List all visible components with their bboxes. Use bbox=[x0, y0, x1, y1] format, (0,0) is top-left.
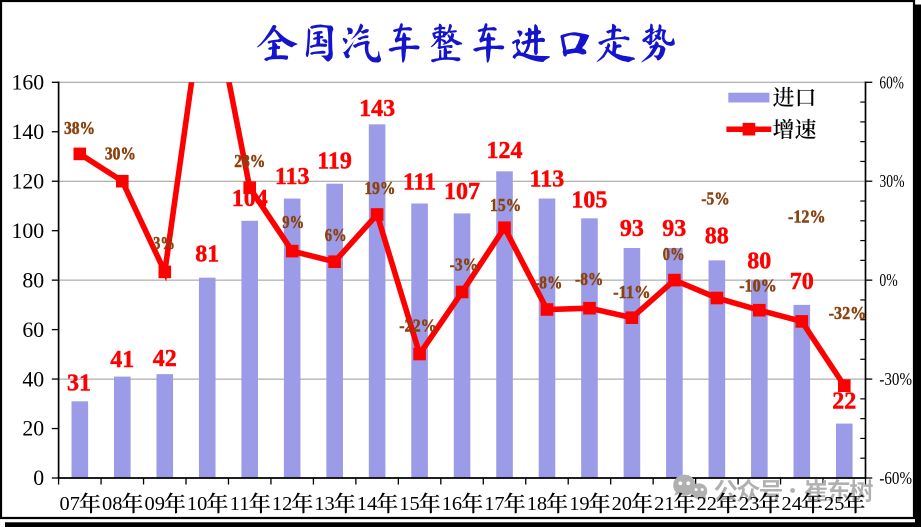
svg-text:-5%: -5% bbox=[701, 188, 729, 208]
svg-text:13: 13 bbox=[314, 493, 334, 515]
svg-text:24: 24 bbox=[782, 493, 802, 515]
svg-text:08: 08 bbox=[102, 493, 122, 515]
svg-text:09: 09 bbox=[145, 493, 165, 515]
svg-text:80: 80 bbox=[22, 268, 44, 292]
svg-text:-8%: -8% bbox=[534, 273, 562, 293]
svg-text:40: 40 bbox=[22, 367, 44, 391]
svg-text:20: 20 bbox=[612, 493, 632, 515]
svg-text:0%: 0% bbox=[879, 270, 897, 290]
svg-text:143: 143 bbox=[359, 96, 395, 122]
svg-text:17: 17 bbox=[484, 493, 504, 515]
svg-text:80: 80 bbox=[747, 249, 771, 275]
svg-text:120: 120 bbox=[11, 169, 44, 193]
svg-text:-60%: -60% bbox=[879, 468, 912, 488]
svg-text:22: 22 bbox=[832, 389, 856, 415]
svg-text:31: 31 bbox=[67, 371, 91, 397]
svg-text:60%: 60% bbox=[879, 72, 904, 92]
svg-text:38%: 38% bbox=[64, 118, 95, 138]
svg-text:100: 100 bbox=[11, 219, 44, 243]
svg-text:0%: 0% bbox=[663, 244, 685, 264]
svg-text:111: 111 bbox=[403, 170, 436, 196]
svg-text:-3%: -3% bbox=[450, 255, 478, 275]
svg-text:93: 93 bbox=[662, 216, 686, 242]
svg-text:70: 70 bbox=[790, 269, 814, 295]
svg-text:21: 21 bbox=[654, 493, 674, 515]
svg-text:-22%: -22% bbox=[399, 316, 437, 336]
svg-text:12: 12 bbox=[272, 493, 292, 515]
svg-text:19: 19 bbox=[569, 493, 589, 515]
svg-text:-11%: -11% bbox=[613, 282, 651, 302]
svg-text:3%: 3% bbox=[153, 233, 175, 253]
svg-text:-30%: -30% bbox=[879, 369, 912, 389]
svg-text:30%: 30% bbox=[879, 171, 904, 191]
svg-text:30%: 30% bbox=[105, 143, 136, 163]
svg-text:104: 104 bbox=[232, 186, 268, 212]
svg-text:42: 42 bbox=[153, 346, 177, 372]
svg-text:140: 140 bbox=[11, 120, 44, 144]
svg-text:20: 20 bbox=[22, 417, 44, 441]
svg-text:160: 160 bbox=[11, 71, 44, 95]
svg-text:28%: 28% bbox=[234, 151, 265, 171]
svg-text:-8%: -8% bbox=[575, 269, 603, 289]
svg-text:25: 25 bbox=[824, 493, 844, 515]
svg-text:22: 22 bbox=[697, 493, 717, 515]
svg-text:113: 113 bbox=[275, 164, 310, 190]
svg-text:11: 11 bbox=[230, 493, 250, 515]
svg-text:15: 15 bbox=[399, 493, 419, 515]
svg-text:41: 41 bbox=[110, 347, 134, 373]
svg-text:93: 93 bbox=[620, 216, 644, 242]
svg-text:-10%: -10% bbox=[739, 275, 777, 295]
svg-text:6%: 6% bbox=[325, 225, 347, 245]
svg-text:-32%: -32% bbox=[829, 303, 867, 323]
svg-text:9%: 9% bbox=[282, 212, 304, 232]
svg-text:14: 14 bbox=[357, 493, 377, 515]
svg-text:60: 60 bbox=[22, 318, 44, 342]
svg-text:105: 105 bbox=[571, 187, 607, 213]
svg-text:81: 81 bbox=[195, 242, 219, 268]
svg-text:0: 0 bbox=[33, 466, 44, 490]
svg-text:124: 124 bbox=[487, 138, 523, 164]
svg-text:18: 18 bbox=[527, 493, 547, 515]
svg-text:119: 119 bbox=[317, 148, 352, 174]
svg-text:-12%: -12% bbox=[788, 206, 826, 226]
svg-text:10: 10 bbox=[187, 493, 207, 515]
svg-text:16: 16 bbox=[442, 493, 462, 515]
svg-text:107: 107 bbox=[444, 179, 480, 205]
svg-text:07: 07 bbox=[60, 493, 80, 515]
svg-text:88: 88 bbox=[705, 224, 729, 250]
svg-text:15%: 15% bbox=[490, 195, 521, 215]
svg-text:19%: 19% bbox=[364, 178, 395, 198]
svg-text:113: 113 bbox=[530, 167, 565, 193]
svg-text:23: 23 bbox=[739, 493, 759, 515]
